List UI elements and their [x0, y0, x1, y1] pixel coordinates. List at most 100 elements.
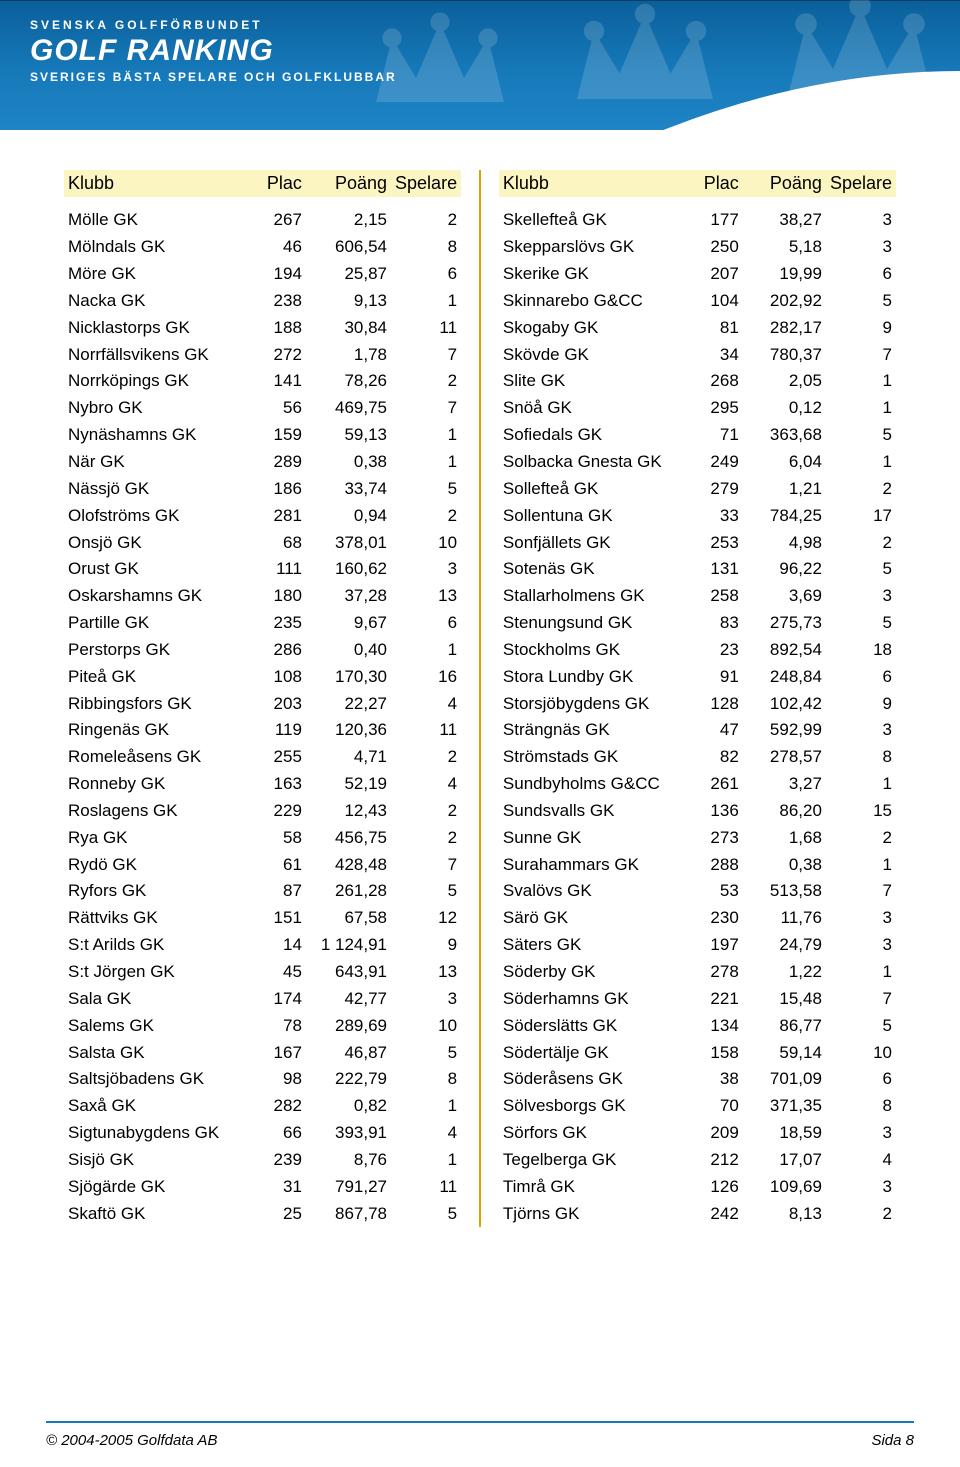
- cell-plac: 177: [699, 202, 743, 234]
- table-row: Svalövs GK53513,587: [499, 878, 896, 905]
- th-spelare: Spelare: [826, 170, 896, 202]
- cell-spelare: 8: [826, 1093, 896, 1120]
- cell-plac: 14: [262, 932, 306, 959]
- cell-plac: 159: [262, 422, 306, 449]
- table-row: Piteå GK108170,3016: [64, 663, 461, 690]
- table-row: Norrfällsvikens GK2721,787: [64, 341, 461, 368]
- cell-poang: 25,87: [306, 261, 391, 288]
- columns-wrap: Klubb Plac Poäng Spelare Mölle GK2672,15…: [46, 170, 914, 1227]
- cell-plac: 45: [262, 959, 306, 986]
- table-header-row: Klubb Plac Poäng Spelare: [64, 170, 461, 202]
- cell-klubb: Partille GK: [64, 610, 262, 637]
- cell-poang: 78,26: [306, 368, 391, 395]
- th-spelare: Spelare: [391, 170, 461, 202]
- cell-poang: 4,98: [743, 529, 826, 556]
- cell-klubb: Söderslätts GK: [499, 1012, 699, 1039]
- th-klubb: Klubb: [499, 170, 699, 202]
- cell-spelare: 7: [826, 878, 896, 905]
- cell-klubb: Salems GK: [64, 1012, 262, 1039]
- cell-spelare: 1: [391, 1146, 461, 1173]
- cell-spelare: 1: [391, 1093, 461, 1120]
- cell-spelare: 5: [826, 287, 896, 314]
- cell-spelare: 13: [391, 583, 461, 610]
- cell-poang: 15,48: [743, 985, 826, 1012]
- cell-plac: 82: [699, 744, 743, 771]
- cell-poang: 8,13: [743, 1200, 826, 1227]
- cell-spelare: 4: [391, 771, 461, 798]
- table-row: Saltsjöbadens GK98222,798: [64, 1066, 461, 1093]
- cell-spelare: 4: [391, 1120, 461, 1147]
- cell-spelare: 4: [826, 1146, 896, 1173]
- cell-poang: 4,71: [306, 744, 391, 771]
- cell-plac: 136: [699, 797, 743, 824]
- table-row: Söderhamns GK22115,487: [499, 985, 896, 1012]
- cell-spelare: 2: [826, 475, 896, 502]
- cell-klubb: Sisjö GK: [64, 1146, 262, 1173]
- table-row: Nynäshamns GK15959,131: [64, 422, 461, 449]
- cell-spelare: 3: [826, 234, 896, 261]
- footer: © 2004-2005 Golfdata AB Sida 8: [46, 1432, 914, 1449]
- cell-klubb: S:t Arilds GK: [64, 932, 262, 959]
- cell-plac: 282: [262, 1093, 306, 1120]
- table-row: Mölle GK2672,152: [64, 202, 461, 234]
- cell-spelare: 2: [391, 368, 461, 395]
- table-row: Stora Lundby GK91248,846: [499, 663, 896, 690]
- table-row: S:t Jörgen GK45643,9113: [64, 959, 461, 986]
- cell-plac: 279: [699, 475, 743, 502]
- cell-poang: 102,42: [743, 690, 826, 717]
- cell-plac: 167: [262, 1039, 306, 1066]
- cell-spelare: 9: [826, 690, 896, 717]
- table-row: Nicklastorps GK18830,8411: [64, 314, 461, 341]
- cell-klubb: Surahammars GK: [499, 851, 699, 878]
- cell-spelare: 9: [391, 932, 461, 959]
- cell-plac: 174: [262, 985, 306, 1012]
- cell-plac: 278: [699, 959, 743, 986]
- cell-spelare: 1: [826, 959, 896, 986]
- cell-poang: 784,25: [743, 502, 826, 529]
- cell-poang: 469,75: [306, 395, 391, 422]
- table-row: Sala GK17442,773: [64, 985, 461, 1012]
- cell-poang: 248,84: [743, 663, 826, 690]
- table-row: Skepparslövs GK2505,183: [499, 234, 896, 261]
- cell-plac: 255: [262, 744, 306, 771]
- cell-plac: 34: [699, 341, 743, 368]
- table-row: Salsta GK16746,875: [64, 1039, 461, 1066]
- cell-poang: 18,59: [743, 1120, 826, 1147]
- cell-klubb: Perstorps GK: [64, 636, 262, 663]
- table-row: S:t Arilds GK141 124,919: [64, 932, 461, 959]
- cell-poang: 282,17: [743, 314, 826, 341]
- footer-page: Sida 8: [871, 1432, 914, 1449]
- cell-spelare: 7: [391, 851, 461, 878]
- cell-klubb: Strängnäs GK: [499, 717, 699, 744]
- table-row: Oskarshamns GK18037,2813: [64, 583, 461, 610]
- cell-plac: 288: [699, 851, 743, 878]
- cell-plac: 46: [262, 234, 306, 261]
- table-row: Snöå GK2950,121: [499, 395, 896, 422]
- cell-poang: 278,57: [743, 744, 826, 771]
- cell-spelare: 1: [391, 422, 461, 449]
- table-row: Söderåsens GK38701,096: [499, 1066, 896, 1093]
- cell-plac: 267: [262, 202, 306, 234]
- cell-klubb: Sollentuna GK: [499, 502, 699, 529]
- table-row: Stockholms GK23892,5418: [499, 636, 896, 663]
- cell-klubb: Oskarshamns GK: [64, 583, 262, 610]
- cell-spelare: 6: [826, 1066, 896, 1093]
- cell-plac: 38: [699, 1066, 743, 1093]
- cell-klubb: Roslagens GK: [64, 797, 262, 824]
- th-plac: Plac: [699, 170, 743, 202]
- cell-spelare: 11: [391, 1173, 461, 1200]
- cell-klubb: Snöå GK: [499, 395, 699, 422]
- cell-plac: 272: [262, 341, 306, 368]
- cell-spelare: 18: [826, 636, 896, 663]
- cell-klubb: Saltsjöbadens GK: [64, 1066, 262, 1093]
- cell-plac: 134: [699, 1012, 743, 1039]
- cell-spelare: 2: [391, 744, 461, 771]
- table-row: Sörfors GK20918,593: [499, 1120, 896, 1147]
- cell-klubb: Söderby GK: [499, 959, 699, 986]
- cell-klubb: Romeleåsens GK: [64, 744, 262, 771]
- table-row: Slite GK2682,051: [499, 368, 896, 395]
- table-row: Norrköpings GK14178,262: [64, 368, 461, 395]
- cell-spelare: 3: [826, 1120, 896, 1147]
- table-row: Sotenäs GK13196,225: [499, 556, 896, 583]
- cell-spelare: 6: [826, 663, 896, 690]
